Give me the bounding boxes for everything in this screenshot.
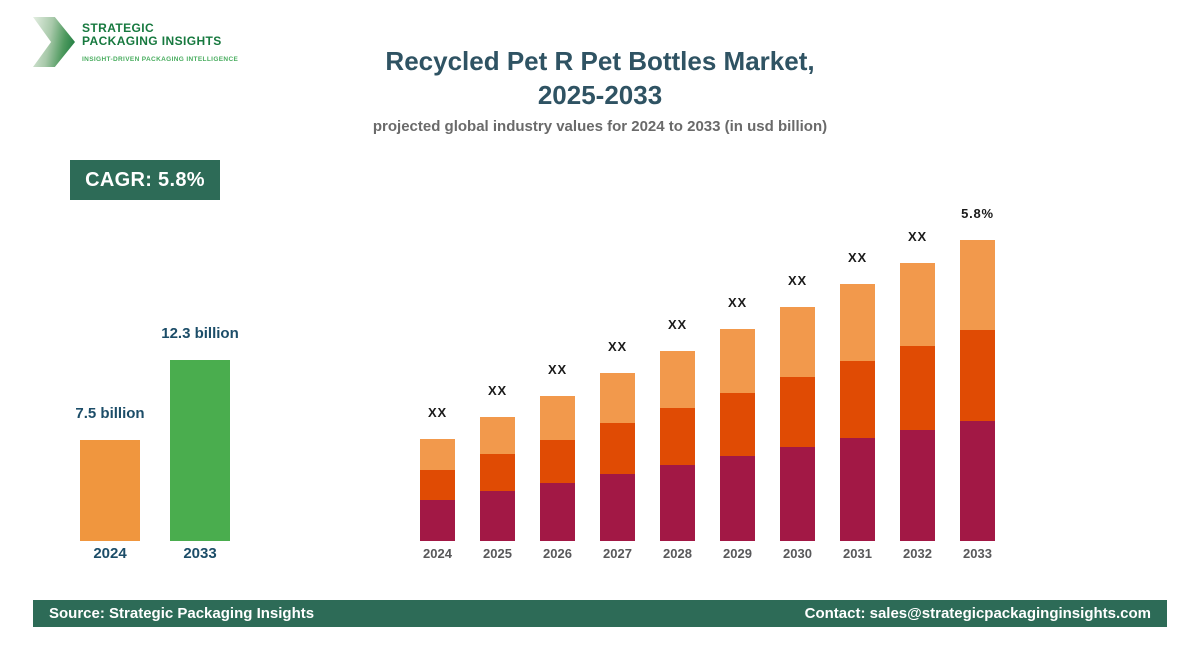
- stacked-bar-2027-middle-segment: [600, 423, 635, 474]
- stacked-bar-2029-middle-segment: [720, 392, 755, 457]
- stacked-bar-2024-bottom-segment: [420, 500, 455, 541]
- stacked-bar-2033-middle-segment: [960, 330, 995, 421]
- stacked-bar-2031-middle-segment: [840, 361, 875, 439]
- stacked-bar-2029: [720, 329, 755, 541]
- logo: STRATEGIC PACKAGING INSIGHTS INSIGHT-DRI…: [33, 15, 238, 67]
- bar-year-label-2031: 2031: [843, 546, 872, 561]
- stacked-bar-2028-top-segment: [660, 351, 695, 408]
- stacked-bar-2032-top-segment: [900, 263, 935, 347]
- stacked-bar-2025-bottom-segment: [480, 491, 515, 541]
- bar-value-label-2032: XX: [908, 229, 927, 244]
- stacked-bar-2031-bottom-segment: [840, 438, 875, 541]
- mini-bar-2033: [170, 360, 230, 541]
- footer-source: Source: Strategic Packaging Insights: [49, 605, 315, 622]
- stacked-bar-2027: [600, 373, 635, 541]
- stacked-bar-2030-bottom-segment: [780, 447, 815, 541]
- footer-contact: Contact: sales@strategicpackaginginsight…: [804, 605, 1151, 622]
- bar-value-label-2029: XX: [728, 295, 747, 310]
- stacked-bar-2025-top-segment: [480, 417, 515, 455]
- mini-value-label-2024: 7.5 billion: [75, 405, 145, 422]
- stacked-bar-2024-middle-segment: [420, 469, 455, 501]
- bar-value-label-2028: XX: [668, 317, 687, 332]
- stacked-bar-2030: [780, 307, 815, 541]
- bar-value-label-2033: 5.8%: [961, 206, 994, 221]
- page-title-line2: 2025-2033: [537, 80, 663, 110]
- stacked-bar-2026: [540, 396, 575, 541]
- stacked-bar-2028: [660, 351, 695, 541]
- logo-line1: STRATEGIC: [82, 21, 155, 35]
- bar-year-label-2028: 2028: [663, 546, 692, 561]
- bar-year-label-2026: 2026: [543, 546, 572, 561]
- stacked-bar-2027-bottom-segment: [600, 473, 635, 541]
- stacked-bar-2033: [960, 240, 995, 541]
- stacked-bar-2028-middle-segment: [660, 408, 695, 465]
- mini-bar-2024: [80, 440, 140, 541]
- bar-value-label-2025: XX: [488, 383, 507, 398]
- stacked-bar-2026-middle-segment: [540, 439, 575, 483]
- logo-text: STRATEGIC PACKAGING INSIGHTS INSIGHT-DRI…: [82, 15, 239, 64]
- logo-tagline: INSIGHT-DRIVEN PACKAGING INTELLIGENCE: [82, 56, 239, 63]
- stacked-bar-2027-top-segment: [600, 373, 635, 424]
- bar-year-label-2027: 2027: [603, 546, 632, 561]
- stacked-bar-2024-top-segment: [420, 439, 455, 470]
- stacked-bar-2025: [480, 417, 515, 541]
- stacked-bar-2026-bottom-segment: [540, 483, 575, 541]
- stacked-bar-2030-top-segment: [780, 307, 815, 378]
- stacked-bar-2032-bottom-segment: [900, 429, 935, 541]
- stacked-bar-2025-middle-segment: [480, 454, 515, 492]
- footer-bar: Source: Strategic Packaging Insights Con…: [33, 600, 1167, 627]
- stacked-bar-2026-top-segment: [540, 396, 575, 440]
- bar-year-label-2025: 2025: [483, 546, 512, 561]
- title-block: Recycled Pet R Pet Bottles Market, 2025-…: [0, 44, 1200, 135]
- stacked-bar-2032: [900, 263, 935, 541]
- bar-year-label-2033: 2033: [963, 546, 992, 561]
- cagr-badge: CAGR: 5.8%: [70, 160, 220, 200]
- logo-line2: PACKAGING INSIGHTS: [82, 34, 222, 48]
- stacked-bar-2029-top-segment: [720, 329, 755, 393]
- stacked-bar-2029-bottom-segment: [720, 456, 755, 541]
- bar-year-label-2032: 2032: [903, 546, 932, 561]
- mini-year-label-2024: 2024: [93, 545, 127, 562]
- stacked-bar-2032-middle-segment: [900, 346, 935, 430]
- stacked-bar-2024: [420, 439, 455, 541]
- comparison-mini-chart: 7.5 billion 2024 12.3 billion 2033: [60, 320, 255, 570]
- bar-year-label-2029: 2029: [723, 546, 752, 561]
- mini-value-label-2033: 12.3 billion: [161, 325, 239, 342]
- bar-value-label-2031: XX: [848, 250, 867, 265]
- stacked-bar-2031-top-segment: [840, 284, 875, 362]
- stacked-bar-2028-bottom-segment: [660, 465, 695, 541]
- stacked-bar-2033-top-segment: [960, 240, 995, 331]
- page-subtitle: projected global industry values for 202…: [372, 118, 828, 135]
- bar-year-label-2024: 2024: [423, 546, 452, 561]
- stacked-bar-2031: [840, 284, 875, 541]
- stacked-bar-chart: XX 2024 XX 2025 XX 2026 XX 2027 XX 2028 XX 2029 XX 20…: [405, 195, 1045, 575]
- bar-value-label-2027: XX: [608, 339, 627, 354]
- mini-year-label-2033: 2033: [183, 545, 217, 562]
- stacked-bar-2033-bottom-segment: [960, 420, 995, 541]
- page-title-line1: Recycled Pet R Pet Bottles Market,: [385, 46, 815, 76]
- bar-value-label-2026: XX: [548, 362, 567, 377]
- stacked-bar-2030-middle-segment: [780, 377, 815, 448]
- bar-year-label-2030: 2030: [783, 546, 812, 561]
- bar-value-label-2024: XX: [428, 405, 447, 420]
- bar-value-label-2030: XX: [788, 273, 807, 288]
